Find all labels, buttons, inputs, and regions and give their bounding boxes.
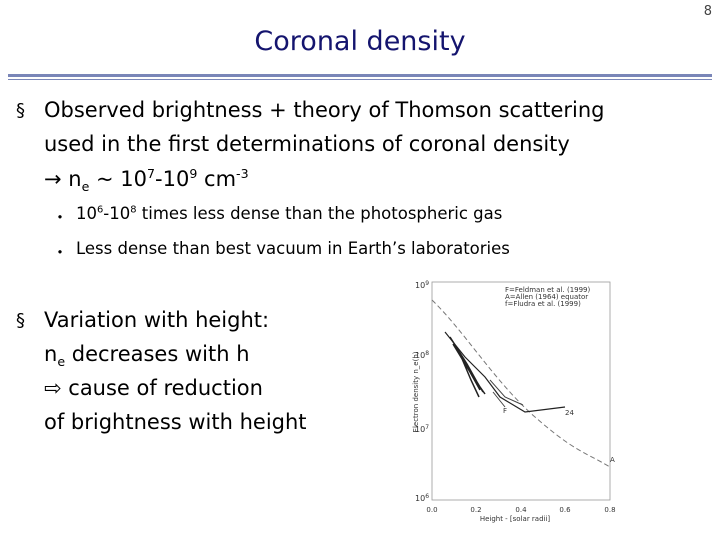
curve (444, 331, 566, 413)
text: used in the first determinations of coro… (44, 132, 570, 156)
curve (489, 379, 524, 408)
x-tick-label: 0.2 (470, 506, 481, 514)
text: 10 (415, 351, 425, 360)
subscript: e (57, 354, 66, 370)
sub-bullet-line: Less dense than best vacuum in Earth’s l… (76, 239, 510, 258)
text: -10 (103, 204, 131, 223)
sub-bullet-line: 106-108 times less dense than the photos… (76, 204, 502, 223)
title-rule (8, 79, 712, 80)
text: 10 (415, 425, 425, 434)
text: 10 (415, 494, 425, 503)
slide-title: Coronal density (254, 26, 466, 57)
curve-label: 24 (565, 409, 574, 417)
bullet-line: Observed brightness + theory of Thomson … (44, 98, 604, 122)
text: n (44, 342, 58, 366)
x-tick-label: 0.0 (426, 506, 437, 514)
y-tick-label: 106 (415, 493, 429, 503)
sub-bullet-mark: ・ (52, 243, 69, 262)
x-axis-label: Height - [solar radii] (480, 515, 551, 523)
text: of brightness with height (44, 410, 307, 434)
curve-label: A (610, 456, 615, 464)
bullet-line: used in the first determinations of coro… (44, 132, 570, 156)
curve (431, 299, 611, 468)
x-tick-label: 0.4 (515, 506, 527, 514)
figure: F=Feldman et al. (1999) A=Allen (1964) e… (412, 280, 616, 523)
page-number: 8 (703, 4, 712, 19)
superscript: 8 (425, 350, 429, 357)
plot-frame (431, 281, 611, 501)
bullet-line: ne decreases with h (44, 342, 250, 369)
sub-bullet-mark: ・ (52, 208, 69, 227)
y-tick-label: 108 (415, 350, 429, 360)
superscript: -3 (236, 166, 249, 181)
superscript: 8 (130, 204, 137, 216)
text: ~ 10 (89, 167, 148, 191)
legend-item: f=Fludra et al. (1999) (505, 300, 581, 308)
superscript: 9 (425, 280, 429, 287)
curve-label: F (503, 407, 507, 415)
superscript: 7 (425, 424, 429, 431)
x-tick-label: 0.8 (604, 506, 615, 514)
y-axis-label: Electron density n_e(h) (412, 351, 420, 432)
superscript: 6 (97, 204, 104, 216)
legend-item: F=Feldman et al. (1999) (505, 286, 591, 294)
subscript: e (81, 179, 90, 195)
text: -10 (155, 167, 190, 191)
text: Variation with height: (44, 308, 270, 332)
superscript: 6 (425, 493, 429, 500)
text: decreases with h (65, 342, 250, 366)
bullet-line: Variation with height: (44, 308, 269, 332)
text: 10 (76, 204, 97, 223)
legend-item: A=Allen (1964) equator (505, 293, 588, 301)
text: cm (197, 167, 237, 191)
title-rule (8, 74, 712, 77)
text: ⇨ cause of reduction (44, 376, 263, 400)
text: 10 (415, 281, 425, 290)
text: times less dense than the photospheric g… (136, 204, 503, 223)
bullet-mark: § (16, 310, 25, 331)
superscript: 9 (189, 166, 198, 181)
y-tick-label: 107 (415, 424, 429, 434)
superscript: 7 (147, 166, 156, 181)
text: Observed brightness + theory of Thomson … (44, 98, 605, 122)
y-tick-label: 109 (415, 280, 429, 290)
x-tick-label: 0.6 (559, 506, 571, 514)
text: Less dense than best vacuum in Earth’s l… (76, 239, 510, 258)
bullet-line: → ne ~ 107-109 cm-3 (44, 166, 249, 194)
curve (449, 336, 486, 398)
text: → n (44, 167, 82, 191)
bullet-line: ⇨ cause of reduction (44, 376, 263, 400)
bullet-mark: § (16, 100, 25, 121)
bullet-line: of brightness with height (44, 410, 307, 434)
